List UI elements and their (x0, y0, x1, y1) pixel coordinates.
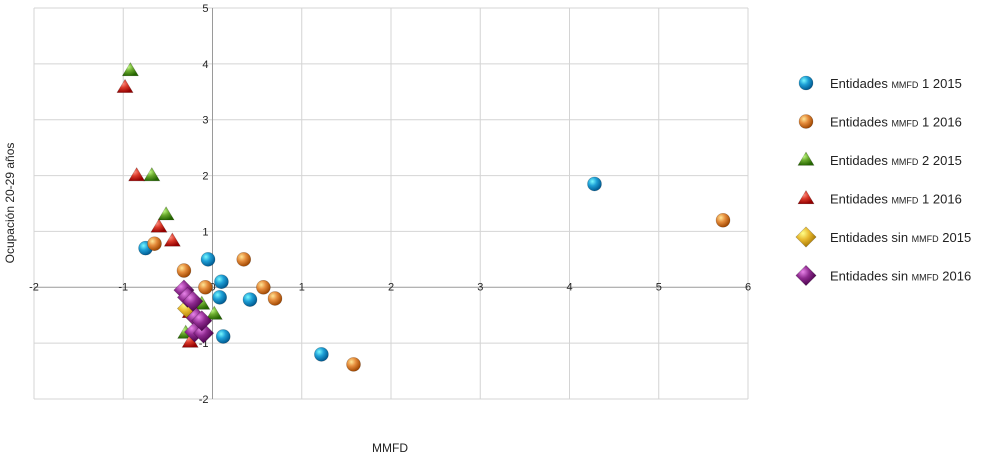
legend-circle-icon (798, 114, 814, 129)
legend-item: Entidades sin mmfd 2015 (795, 226, 971, 248)
x-tick-label: 5 (656, 281, 662, 293)
triangle-data-point (163, 232, 181, 247)
legend-item: Entidades sin mmfd 2016 (795, 264, 971, 287)
x-tick-label: 1 (299, 281, 305, 293)
diamond-data-point (193, 322, 215, 344)
x-tick-label: 6 (745, 281, 751, 293)
diamond-data-point (182, 290, 204, 312)
triangle-data-point (150, 218, 168, 233)
legend-label: Entidades mmfd 1 2016 (830, 115, 962, 130)
triangle-data-point (116, 78, 134, 93)
circle-data-point (242, 292, 258, 307)
circle-data-point (267, 291, 283, 306)
legend-item: Entidades mmfd 1 2016 (797, 189, 962, 207)
grid (33, 7, 749, 400)
legend-diamond-icon (795, 264, 817, 287)
legend-label: Entidades sin mmfd 2016 (830, 269, 971, 284)
series-3 (121, 62, 223, 339)
legend-label: Entidades mmfd 1 2016 (830, 192, 962, 207)
y-tick-label: 3 (202, 115, 208, 127)
x-tick-label: -1 (118, 281, 128, 293)
triangle-data-point (205, 305, 223, 320)
legend-triangle-icon (797, 189, 815, 205)
x-axis-title: MMFD (372, 441, 408, 455)
triangle-data-point (157, 206, 175, 221)
x-tick-label: 2 (388, 281, 394, 293)
legend-circle-icon (798, 75, 814, 91)
circle-data-point (256, 279, 271, 295)
y-axis-title: Ocupación 20-29 años (3, 143, 17, 264)
legend-item: Entidades mmfd 2 2015 (797, 151, 962, 168)
triangle-data-point (143, 167, 161, 182)
legend-label: Entidades mmfd 1 2015 (830, 76, 962, 91)
circle-data-point (587, 176, 602, 192)
x-tick-label: -2 (29, 281, 39, 293)
legend-label: Entidades sin mmfd 2015 (830, 230, 971, 245)
legend: Entidades mmfd 1 2015 Entidades mmfd 1 20… (795, 75, 971, 287)
circle-data-point (236, 252, 252, 267)
circle-data-point (147, 236, 162, 252)
y-tick-label: 1 (202, 226, 208, 238)
circle-data-point (198, 279, 213, 295)
legend-item: Entidades mmfd 1 2016 (798, 114, 962, 130)
series-2 (147, 212, 731, 372)
triangle-data-point (121, 62, 139, 77)
x-tick-label: 3 (477, 281, 483, 293)
circle-data-point (346, 357, 361, 372)
circle-data-point (314, 347, 329, 362)
y-tick-label: -1 (199, 338, 209, 350)
y-tick-label: -2 (199, 394, 209, 406)
x-tick-label: 4 (566, 281, 572, 293)
legend-item: Entidades mmfd 1 2015 (798, 75, 962, 91)
series-6 (173, 279, 215, 344)
y-tick-label: 5 (202, 3, 208, 15)
legend-diamond-icon (795, 226, 817, 248)
triangle-data-point (128, 167, 146, 182)
x-tick-labels: -2 -1 0 1 2 3 4 5 6 (29, 281, 751, 293)
circle-data-point (215, 329, 231, 344)
legend-triangle-icon (797, 151, 815, 166)
circle-data-point (176, 263, 192, 278)
diamond-data-point (191, 310, 213, 332)
legend-label: Entidades mmfd 2 2015 (830, 153, 962, 168)
y-tick-label: 2 (202, 171, 208, 183)
circle-data-point (214, 274, 229, 290)
y-tick-labels: -2 -1 1 2 3 4 5 (199, 3, 209, 406)
circle-data-point (200, 252, 216, 267)
y-tick-label: 4 (202, 59, 208, 71)
data-points (116, 62, 731, 372)
x-tick-label: 0 (209, 281, 215, 293)
circle-data-point (212, 290, 227, 305)
circle-data-point (715, 212, 731, 228)
